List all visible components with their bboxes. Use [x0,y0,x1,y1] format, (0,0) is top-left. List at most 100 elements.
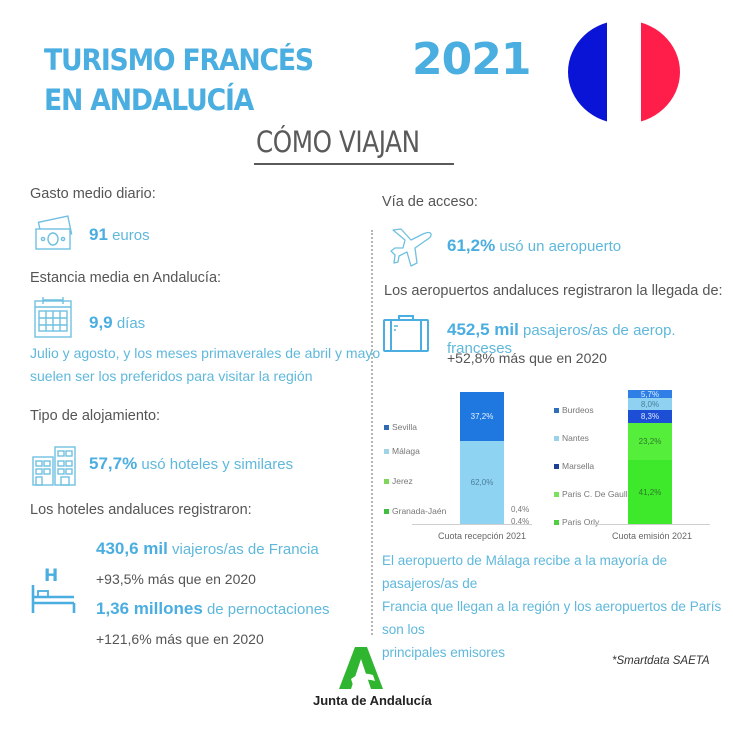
bar-segment-nantes: 8,0% [628,398,672,410]
legend-item-granada-jaen: Granada-Jaén [384,496,446,526]
flag-red-stripe [640,20,680,124]
estancia-stat: 9,9 días [89,313,145,333]
flag-blue-stripe [568,20,608,124]
acceso-stat: 61,2% usó un aeropuerto [447,236,621,256]
legend-item-nantes: Nantes [554,424,632,452]
section-subtitle: CÓMO VIAJAN [256,125,420,159]
suitcase-icon [382,313,430,353]
gasto-stat: 91 euros [89,225,150,245]
buildings-icon [31,445,77,487]
legend-item-jerez: Jerez [384,466,446,496]
alojamiento-unit: usó hoteles y similares [141,456,294,473]
legend-item-marsella: Marsella [554,452,632,480]
viajeros-unit: viajeros/as de Francia [172,541,319,558]
value-jerez: 0,4% [511,505,530,514]
legend-item-burdeos: Burdeos [554,396,632,424]
column-divider [371,230,373,635]
legend-item-paris-cdg: Paris C. De Gaulle [554,480,632,508]
legend-swatch [384,478,389,484]
junta-andalucia-logo-icon [337,645,387,691]
estancia-unit: días [116,315,146,332]
pernoct-stat: 1,36 millones de pernoctaciones [96,599,330,619]
aeropuertos-delta: +52,8% más que en 2020 [447,350,607,366]
main-title: TURISMO FRANCÉS EN ANDALUCÍA [44,40,314,120]
aeropuertos-label: Los aeropuertos andaluces registraron la… [384,283,723,299]
svg-text:H: H [44,566,58,586]
viajeros-delta: +93,5% más que en 2020 [96,571,256,587]
legend-label: Paris Orly [562,517,600,527]
aeropuertos-note: El aeropuerto de Málaga recibe a la mayo… [382,549,733,664]
acceso-value: 61,2% [447,236,496,255]
bar-segment-sevilla: 37,2% [460,392,504,441]
chart-emision-bar: 5,7% 8,0% 8,3% 23,2% 41,2% [628,390,672,524]
logo-text: Junta de Andalucía [313,693,432,708]
legend-item-malaga: Málaga [384,436,446,466]
viajeros-value: 430,6 mil [96,539,168,558]
chart-emision-legend: Burdeos Nantes Marsella Paris C. De Gaul… [554,396,632,536]
alojamiento-stat: 57,7% usó hoteles y similares [89,454,293,474]
legend-label: Marsella [562,461,595,471]
chart-emision-axis [590,524,710,525]
bar-segment-marsella: 8,3% [628,410,672,423]
legend-swatch [554,435,559,441]
value-granada-jaen: 0,4% [511,517,530,526]
title-line-2: EN ANDALUCÍA [44,83,254,117]
legend-swatch [384,424,389,430]
airplane-icon [389,226,435,268]
acceso-unit: usó un aeropuerto [499,238,622,255]
aeropuertos-stat: 452,5 mil pasajeros/as de aerop. frances… [447,320,733,357]
gasto-value: 91 [89,225,108,244]
hoteles-label: Los hoteles andaluces registraron: [30,502,252,518]
legend-label: Burdeos [562,405,594,415]
money-icon [34,215,74,253]
legend-label: Paris C. De Gaulle [562,489,633,499]
legend-swatch [554,519,559,525]
gasto-label: Gasto medio diario: [30,186,156,202]
alojamiento-label: Tipo de alojamiento: [30,408,161,424]
estancia-note-line-2: suelen ser los preferidos para visitar l… [30,368,313,384]
aeropuertos-note-line-1: El aeropuerto de Málaga recibe a la mayo… [382,553,668,591]
chart-emision-xlabel: Cuota emisión 2021 [612,531,693,541]
legend-label: Málaga [392,446,420,456]
bar-segment-burdeos: 5,7% [628,390,672,399]
pernoct-delta: +121,6% más que en 2020 [96,631,264,647]
legend-label: Jerez [392,476,413,486]
legend-swatch [384,448,389,454]
flag-white-stripe [607,20,641,124]
estancia-note-line-1: Julio y agosto, y los meses primaverales… [30,345,381,361]
estancia-note: Julio y agosto, y los meses primaverales… [30,342,380,388]
gasto-unit: euros [112,227,150,244]
pernoct-value: 1,36 millones [96,599,203,618]
france-flag-icon [568,20,680,124]
legend-swatch [554,491,559,497]
aeropuertos-unit: pasajeros/as de aerop. franceses [447,322,676,357]
legend-item-paris-orly: Paris Orly [554,508,632,536]
year: 2021 [412,34,531,85]
subtitle-underline [254,163,454,165]
title-line-1: TURISMO FRANCÉS [44,43,314,77]
legend-label: Nantes [562,433,589,443]
legend-swatch [384,508,389,514]
acceso-label: Vía de acceso: [382,194,478,210]
legend-label: Granada-Jaén [392,506,447,516]
legend-label: Sevilla [392,422,418,432]
viajeros-stat: 430,6 mil viajeros/as de Francia [96,539,319,559]
chart-recepcion-legend: Sevilla Málaga Jerez Granada-Jaén [384,411,446,526]
aeropuertos-note-line-3: principales emisores [382,645,506,660]
source-note: *Smartdata SAETA [612,655,710,667]
chart-recepcion-xlabel: Cuota recepción 2021 [438,531,527,541]
estancia-value: 9,9 [89,313,113,332]
legend-swatch [554,407,559,413]
alojamiento-value: 57,7% [89,454,138,473]
chart-recepcion-bar: 37,2% 62,0% [460,392,504,524]
pernoct-unit: de pernoctaciones [206,601,330,618]
calendar-icon [33,295,73,339]
bar-segment-paris-cdg: 23,2% [628,423,672,460]
chart-recepcion-axis [412,524,532,525]
bar-segment-malaga: 62,0% [460,441,504,524]
hotel-bed-icon: H [30,565,78,615]
legend-item-sevilla: Sevilla [384,411,446,443]
estancia-label: Estancia media en Andalucía: [30,270,222,286]
bar-segment-paris-orly: 41,2% [628,460,672,524]
aeropuertos-value: 452,5 mil [447,320,519,339]
